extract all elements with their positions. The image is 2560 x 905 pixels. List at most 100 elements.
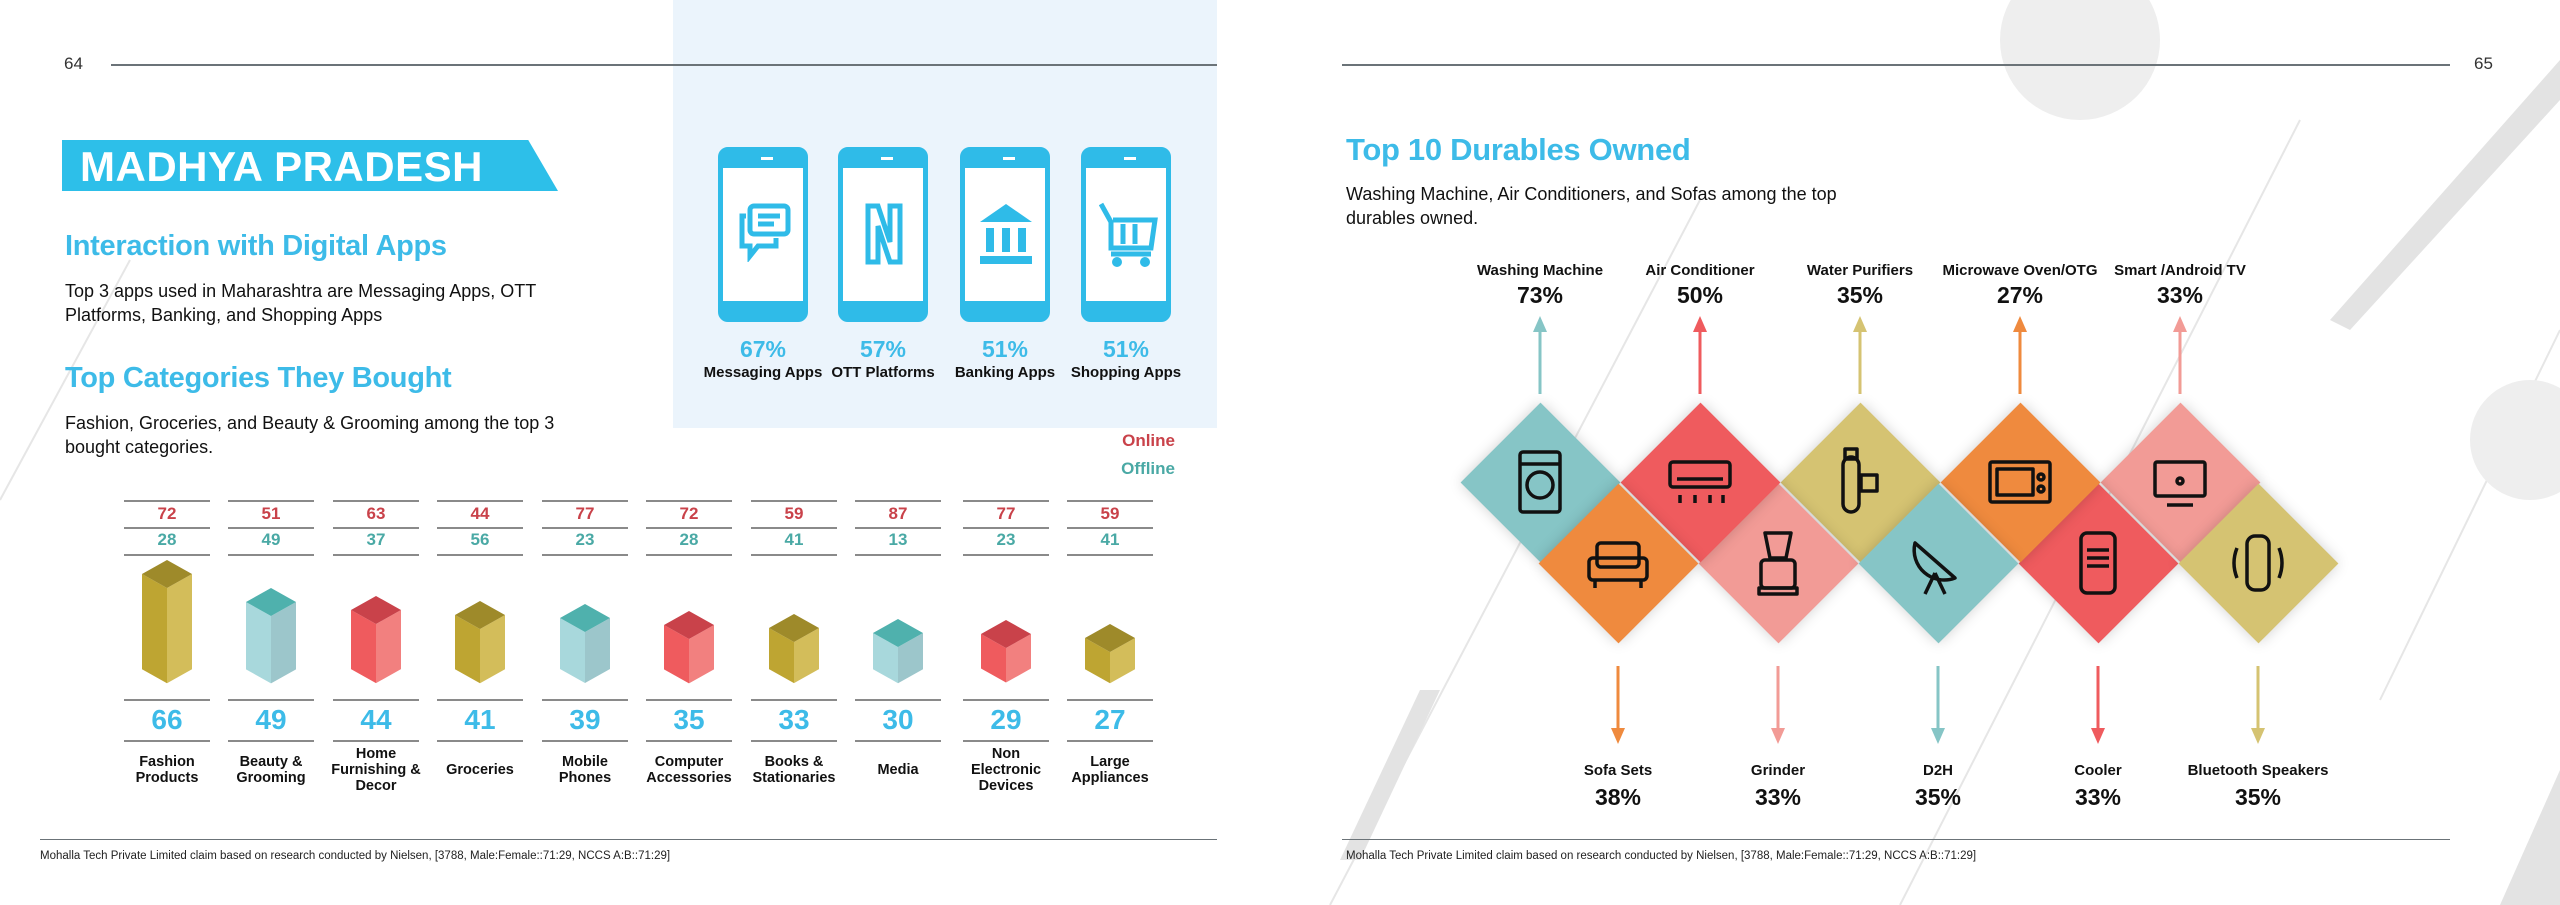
banking-apps-label: Banking Apps: [954, 364, 1056, 381]
bank-icon: [980, 204, 1032, 264]
divider-line: [228, 554, 314, 556]
category-label: Groceries: [446, 762, 514, 778]
offline-value: 23: [996, 530, 1016, 549]
durable-label: Cooler: [2074, 762, 2122, 779]
messaging-app-phone: [718, 147, 808, 322]
netflix-n-icon: [865, 203, 903, 265]
durable-label: Microwave Oven/OTG: [1942, 262, 2098, 279]
bar: [981, 620, 1031, 683]
divider-line: [124, 554, 210, 556]
arrow-down-icon: [2251, 666, 2265, 744]
category-label: Media: [877, 762, 919, 778]
category-value: 41: [464, 704, 496, 735]
offline-value: 23: [575, 530, 595, 549]
divider-line: [1067, 500, 1153, 502]
text-line: Top 3 apps used in Maharashtra are Messa…: [65, 281, 537, 301]
divider-line: [542, 740, 628, 742]
digital-apps-heading: Interaction with Digital Apps: [65, 230, 447, 262]
divider-line: [437, 527, 523, 529]
durable-label: D2H: [1922, 762, 1953, 779]
durable-label: Smart /Android TV: [2114, 262, 2246, 279]
divider-line: [751, 554, 837, 556]
category-column: 44 56 41 Groceries: [435, 0, 525, 800]
messaging-apps-pct: 67%: [739, 336, 787, 362]
divider-line: [751, 740, 837, 742]
divider-line: [228, 527, 314, 529]
footer-note: Mohalla Tech Private Limited claim based…: [40, 850, 671, 862]
page-number: 64: [64, 54, 83, 73]
category-column: 59 41 27 Large Appliances: [1065, 0, 1155, 800]
text-line: Platforms, Banking, and Shopping Apps: [65, 305, 383, 325]
shopping-apps-pct: 51%: [1102, 336, 1150, 362]
bar: [1085, 623, 1135, 683]
divider-line: [646, 699, 732, 701]
bluetooth-speaker-icon: [2232, 534, 2284, 592]
offline-value: 56: [470, 530, 490, 549]
category-column: 72 28 35 Computer Accessories: [644, 0, 734, 800]
category-value: 33: [778, 704, 810, 735]
durable-label: Grinder: [1750, 762, 1806, 779]
online-value: 77: [996, 504, 1016, 523]
divider-line: [542, 699, 628, 701]
shopping-apps-label: Shopping Apps: [1070, 364, 1182, 381]
divider-line: [124, 500, 210, 502]
offline-value: 28: [157, 530, 177, 549]
category-column: 87 13 30 Media: [853, 0, 943, 800]
category-label: Non Electronic Devices: [970, 746, 1042, 794]
legend-online: Online: [1122, 431, 1175, 450]
durable-label: Sofa Sets: [1583, 762, 1653, 779]
category-value: 30: [882, 704, 914, 735]
divider-line: [855, 527, 941, 529]
categories-heading: Top Categories They Bought: [65, 362, 452, 394]
bar: [142, 559, 192, 683]
divider-line: [437, 699, 523, 701]
divider-line: [437, 500, 523, 502]
divider-line: [124, 699, 210, 701]
divider-line: [228, 699, 314, 701]
bar: [455, 600, 505, 683]
divider-line: [646, 500, 732, 502]
divider-line: [228, 740, 314, 742]
category-value: 35: [673, 704, 705, 735]
banking-app-phone: [960, 147, 1050, 322]
text-line: bought categories.: [65, 437, 214, 457]
durable-pct: 50%: [1676, 282, 1724, 308]
divider-line: [963, 554, 1049, 556]
offline-value: 37: [366, 530, 386, 549]
categories-description: Fashion, Groceries, and Beauty & Groomin…: [65, 411, 554, 459]
shopping-cart-icon: [1099, 202, 1158, 267]
bar: [351, 595, 401, 683]
divider-line: [437, 554, 523, 556]
offline-value: 41: [1100, 530, 1120, 549]
water-purifier-icon: [1841, 447, 1879, 514]
durable-pct: 35%: [2234, 784, 2282, 810]
category-column: 63 37 44 Home Furnishing & Decor: [331, 0, 421, 800]
digital-apps-description: Top 3 apps used in Maharashtra are Messa…: [65, 279, 536, 327]
divider-line: [437, 740, 523, 742]
ott-platforms-label: OTT Platforms: [831, 364, 935, 381]
sofa-icon: [1587, 541, 1649, 588]
durable-label: Air Conditioner: [1645, 262, 1755, 279]
text-line: Washing Machine, Air Conditioners, and S…: [1346, 184, 1837, 204]
footer-divider: [1342, 839, 2450, 840]
category-label: Large Appliances: [1071, 754, 1149, 786]
microwave-icon: [1988, 460, 2052, 504]
divider-line: [228, 500, 314, 502]
smart-tv-icon: [2153, 460, 2207, 507]
chat-bubbles-icon: [739, 203, 791, 262]
online-value: 63: [366, 504, 386, 523]
divider-line: [124, 527, 210, 529]
divider-line: [333, 500, 419, 502]
divider-line: [333, 740, 419, 742]
bar: [664, 610, 714, 683]
divider-line: [751, 699, 837, 701]
arrow-down-icon: [1611, 666, 1625, 744]
category-value: 66: [151, 704, 183, 735]
bar: [769, 613, 819, 683]
category-column: 77 23 29 Non Electronic Devices: [961, 0, 1051, 800]
online-value: 44: [470, 504, 490, 523]
arrow-up-icon: [1853, 316, 1867, 394]
durable-label: Bluetooth Speakers: [2187, 762, 2329, 779]
divider-line: [1067, 554, 1153, 556]
